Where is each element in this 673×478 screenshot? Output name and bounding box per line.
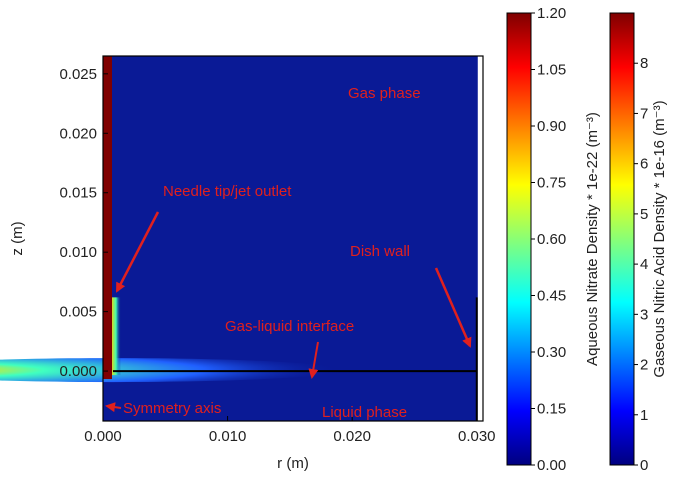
x-axis-label: r (m)	[277, 455, 309, 472]
colorbar-gaseous-nitric-acid-label: Gaseous Nitric Acid Density * 1e-16 (m⁻³…	[651, 100, 668, 377]
y-tick-label: 0.015	[59, 185, 97, 202]
x-axis: 0.000 0.010 0.020 0.030	[84, 416, 496, 445]
colorbar-tick-label: 0.30	[537, 344, 566, 361]
y-axis: 0.000 0.005 0.010 0.015 0.020 0.025	[59, 66, 108, 380]
heatmap-field	[0, 55, 484, 422]
colorbar-tick-label: 2	[640, 357, 648, 374]
arrow-needle-tip	[115, 211, 160, 293]
y-tick-label: 0.010	[59, 244, 97, 261]
needle-region	[103, 56, 112, 380]
colorbar-tick-label: 0.15	[537, 401, 566, 418]
colorbar-tick-label: 0.60	[537, 231, 566, 248]
arrow-gas-liquid-interface	[308, 341, 319, 379]
colorbar-tick-label: 0.75	[537, 175, 566, 192]
annotation-symmetry-axis: Symmetry axis	[123, 400, 221, 417]
y-tick-label: 0.000	[59, 363, 97, 380]
colorbar-tick-label: 0.45	[537, 288, 566, 305]
colorbar-tick-label: 7	[640, 105, 648, 122]
colorbar-tick-label: 0.00	[537, 457, 566, 474]
annotation-gas-phase: Gas phase	[348, 85, 421, 102]
y-axis-label: z (m)	[9, 221, 26, 255]
colorbar-tick-label: 1	[640, 407, 648, 424]
colorbar-tick-label: 1.20	[537, 5, 566, 22]
liquid-region-gap	[477, 297, 483, 421]
colorbar-tick-label: 5	[640, 206, 648, 223]
x-tick-label: 0.010	[209, 428, 247, 445]
needle-glow	[111, 297, 121, 376]
y-tick-label: 0.020	[59, 125, 97, 142]
annotation-liquid-phase: Liquid phase	[322, 404, 407, 421]
plot-frame	[102, 55, 484, 422]
x-tick-label: 0.020	[333, 428, 371, 445]
colorbar-tick-label: 3	[640, 306, 648, 323]
annotation-gas-liquid-interface: Gas-liquid interface	[225, 318, 354, 335]
colorbar-gaseous-nitric-acid-gradient	[609, 12, 635, 466]
annotation-dish-wall: Dish wall	[350, 243, 410, 260]
colorbar-tick-label: 6	[640, 156, 648, 173]
arrow-symmetry-axis	[105, 402, 122, 413]
colorbar-aqueous-nitrate: 0.00 0.15 0.30 0.45 0.60 0.75 0.90 1.05 1.20 Aqu…	[506, 5, 601, 474]
x-tick-label: 0.030	[458, 428, 496, 445]
colorbar-aqueous-nitrate-ticks: 0.00 0.15 0.30 0.45 0.60 0.75 0.90 1.05 1.20	[531, 5, 566, 474]
arrow-dish-wall	[434, 267, 472, 348]
annotations: Gas phase Needle tip/jet outlet Dish wal…	[105, 85, 472, 421]
colorbar-aqueous-nitrate-label: Aqueous Nitrate Density * 1e-22 (m⁻³)	[584, 112, 601, 366]
colorbar-aqueous-nitrate-gradient	[506, 12, 532, 466]
colorbar-tick-label: 1.05	[537, 62, 566, 79]
x-tick-label: 0.000	[84, 428, 122, 445]
annotation-needle-tip: Needle tip/jet outlet	[163, 183, 292, 200]
colorbar-tick-label: 0.90	[537, 118, 566, 135]
y-tick-label: 0.005	[59, 304, 97, 321]
colorbar-tick-label: 4	[640, 256, 648, 273]
dish-wall-gap	[477, 56, 483, 421]
colorbar-gaseous-nitric-acid-ticks: 0 1 2 3 4 5 6 7 8	[634, 55, 648, 474]
colorbar-gaseous-nitric-acid: 0 1 2 3 4 5 6 7 8 Gaseous Nitric Acid Density * …	[609, 12, 668, 474]
colorbar-tick-label: 8	[640, 55, 648, 72]
y-tick-label: 0.025	[59, 66, 97, 83]
colorbar-tick-label: 0	[640, 457, 648, 474]
